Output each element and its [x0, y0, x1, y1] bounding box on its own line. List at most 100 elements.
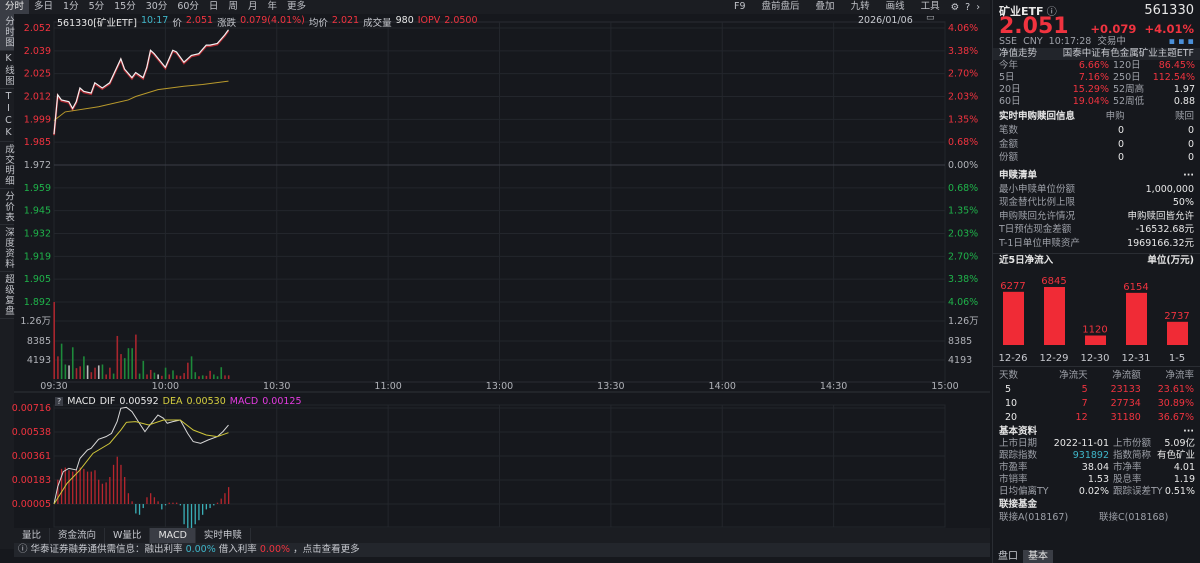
chevron-right-icon[interactable]: ›: [976, 1, 980, 13]
flow-table-header-cell: 净流率: [1165, 370, 1194, 381]
period-tab[interactable]: 30分: [145, 1, 168, 12]
basic-info-cell: 指数简称: [1113, 450, 1152, 461]
net-inflow-value: 1120: [1082, 325, 1107, 336]
nav-perf-cell: 6.66%: [1078, 60, 1109, 71]
macd-bar: [57, 479, 59, 504]
overlay-button[interactable]: 叠加: [815, 1, 835, 12]
macd-bar: [179, 504, 182, 506]
screen-icon[interactable]: ▭: [926, 13, 935, 23]
macd-bar: [127, 493, 130, 504]
period-tab[interactable]: 5分: [88, 1, 105, 12]
tab-realtime-creation[interactable]: 实时申赎: [196, 528, 251, 543]
tab-volume-ratio[interactable]: 量比: [14, 528, 51, 543]
volume-bar: [205, 375, 208, 379]
nav-perf-cell: 60日: [999, 96, 1021, 107]
sidebar-item[interactable]: TICK: [0, 89, 14, 142]
tab-w-volume-ratio[interactable]: W量比: [105, 528, 151, 543]
help-icon[interactable]: ?: [55, 397, 64, 406]
volume-bar: [209, 370, 211, 379]
pct-tick: 4.06%: [948, 23, 978, 34]
macd-bar: [153, 497, 156, 504]
pct-tick: 2.03%: [948, 229, 978, 240]
time-tick: 13:00: [486, 381, 513, 392]
info-icon[interactable]: ⓘ: [1046, 7, 1057, 18]
sidebar-item[interactable]: 深度资料: [0, 225, 14, 272]
price-tick: 2.039: [24, 46, 51, 57]
gear-icon[interactable]: ⚙: [950, 1, 960, 13]
basic-info-cell: 股息率: [1113, 474, 1142, 485]
period-tab[interactable]: 分时: [0, 0, 30, 14]
linked-fund-a[interactable]: 联接A(018167): [999, 512, 1069, 523]
net-inflow-bar: [1126, 292, 1147, 345]
period-tab[interactable]: 1分: [63, 1, 79, 12]
sidebar-item[interactable]: 成交明细: [0, 142, 14, 189]
nav-perf-cell: 112.54%: [1152, 72, 1195, 83]
f9-button[interactable]: F9: [734, 1, 746, 12]
flow-table-header: 天数 净流天 净流额 净流率: [993, 369, 1200, 383]
dif-value: 0.00592: [119, 396, 159, 407]
macd-bar: [187, 504, 189, 528]
pct-tick: 2.70%: [948, 251, 978, 262]
net-inflow-value: 2737: [1164, 311, 1189, 322]
period-tab[interactable]: 60分: [177, 1, 199, 12]
flow-table-cell: 20: [1005, 412, 1018, 423]
iopv-label: IOPV: [417, 15, 441, 26]
net-inflow-date: 1-5: [1169, 353, 1185, 364]
intraday-chart[interactable]: 2.052 4.06% 2.039 3.38% 2.025 2.70% 2.012 2.03%…: [0, 0, 990, 528]
nav-perf-cell: 52周低: [1113, 96, 1145, 107]
creation-list-label: 现金替代比例上限: [999, 197, 1076, 208]
volume-bar: [127, 348, 130, 379]
draw-line-button[interactable]: 画线: [885, 1, 905, 12]
linked-fund-c[interactable]: 联接C(018168): [1099, 512, 1169, 523]
more-button[interactable]: ···: [1183, 169, 1194, 181]
basic-info-cell: 跟踪误差TY: [1113, 486, 1163, 497]
macd-bar: [112, 464, 115, 504]
period-tab[interactable]: 更多: [286, 1, 306, 12]
col-subscribe: 申购: [1105, 111, 1125, 122]
flow-table-header-cell: 净流天: [1059, 370, 1088, 381]
volume-bar: [90, 372, 93, 379]
macd-bar: [227, 487, 230, 504]
creation-list-value: 1,000,000: [1145, 183, 1194, 195]
volume-bar: [83, 356, 85, 379]
tab-macd[interactable]: MACD: [150, 528, 196, 543]
margin-notice-bar[interactable]: ⓘ 华泰证券融券通供需信息：融出利率 0.00% 借入利率 0.00% ，点击查…: [14, 543, 990, 557]
pre-post-market-button[interactable]: 盘前盘后: [761, 1, 800, 12]
sidebar-item[interactable]: 分价表: [0, 189, 14, 225]
volume-bar: [172, 370, 174, 379]
macd-bar: [105, 482, 107, 504]
tab-basic[interactable]: 基本: [1023, 550, 1053, 563]
period-tab[interactable]: 周: [228, 1, 238, 12]
macd-bar: [94, 470, 96, 504]
volume-bar: [79, 366, 81, 379]
basic-info-row: 上市日期 2022-11-01 上市份额 5.09亿: [993, 438, 1200, 450]
period-tab[interactable]: 年: [267, 1, 277, 12]
basic-info-row: 日均偏离TY 0.02% 跟踪误差TY 0.51%: [993, 486, 1200, 498]
nav-perf-row: 60日 19.04% 52周低 0.88: [993, 96, 1200, 108]
nav-trend-label[interactable]: 净值走势: [999, 48, 1038, 59]
sidebar-item[interactable]: K线图: [0, 51, 14, 89]
sidebar-item[interactable]: 分时图: [0, 14, 14, 51]
volume-bar: [142, 360, 145, 379]
macd-bar: [183, 504, 185, 525]
tools-button[interactable]: 工具: [920, 1, 940, 12]
volume-bar: [97, 365, 100, 379]
more-button[interactable]: ···: [1183, 426, 1194, 437]
nine-turn-button[interactable]: 九转: [850, 1, 870, 12]
tab-fund-flow[interactable]: 资金流向: [50, 528, 106, 543]
price-tick: 1.892: [24, 297, 51, 308]
sidebar-item[interactable]: 超级复盘: [0, 272, 14, 319]
period-tab[interactable]: 15分: [114, 1, 136, 12]
panel-icons[interactable]: ▪ ▪ ▪: [1168, 36, 1194, 47]
time-tick: 14:00: [709, 381, 736, 392]
period-tab[interactable]: 月: [247, 1, 258, 12]
volume-bar: [164, 367, 167, 379]
tab-order-book[interactable]: 盘口: [998, 551, 1018, 562]
period-tab[interactable]: 日: [208, 1, 219, 12]
avg-price-line: [53, 80, 229, 121]
macd-bar: [124, 476, 126, 504]
help-icon[interactable]: ?: [965, 1, 971, 13]
nav-perf-cell: 5日: [999, 72, 1015, 83]
notice-more-link[interactable]: ，点击查看更多: [293, 544, 360, 555]
period-tab[interactable]: 多日: [34, 1, 54, 12]
